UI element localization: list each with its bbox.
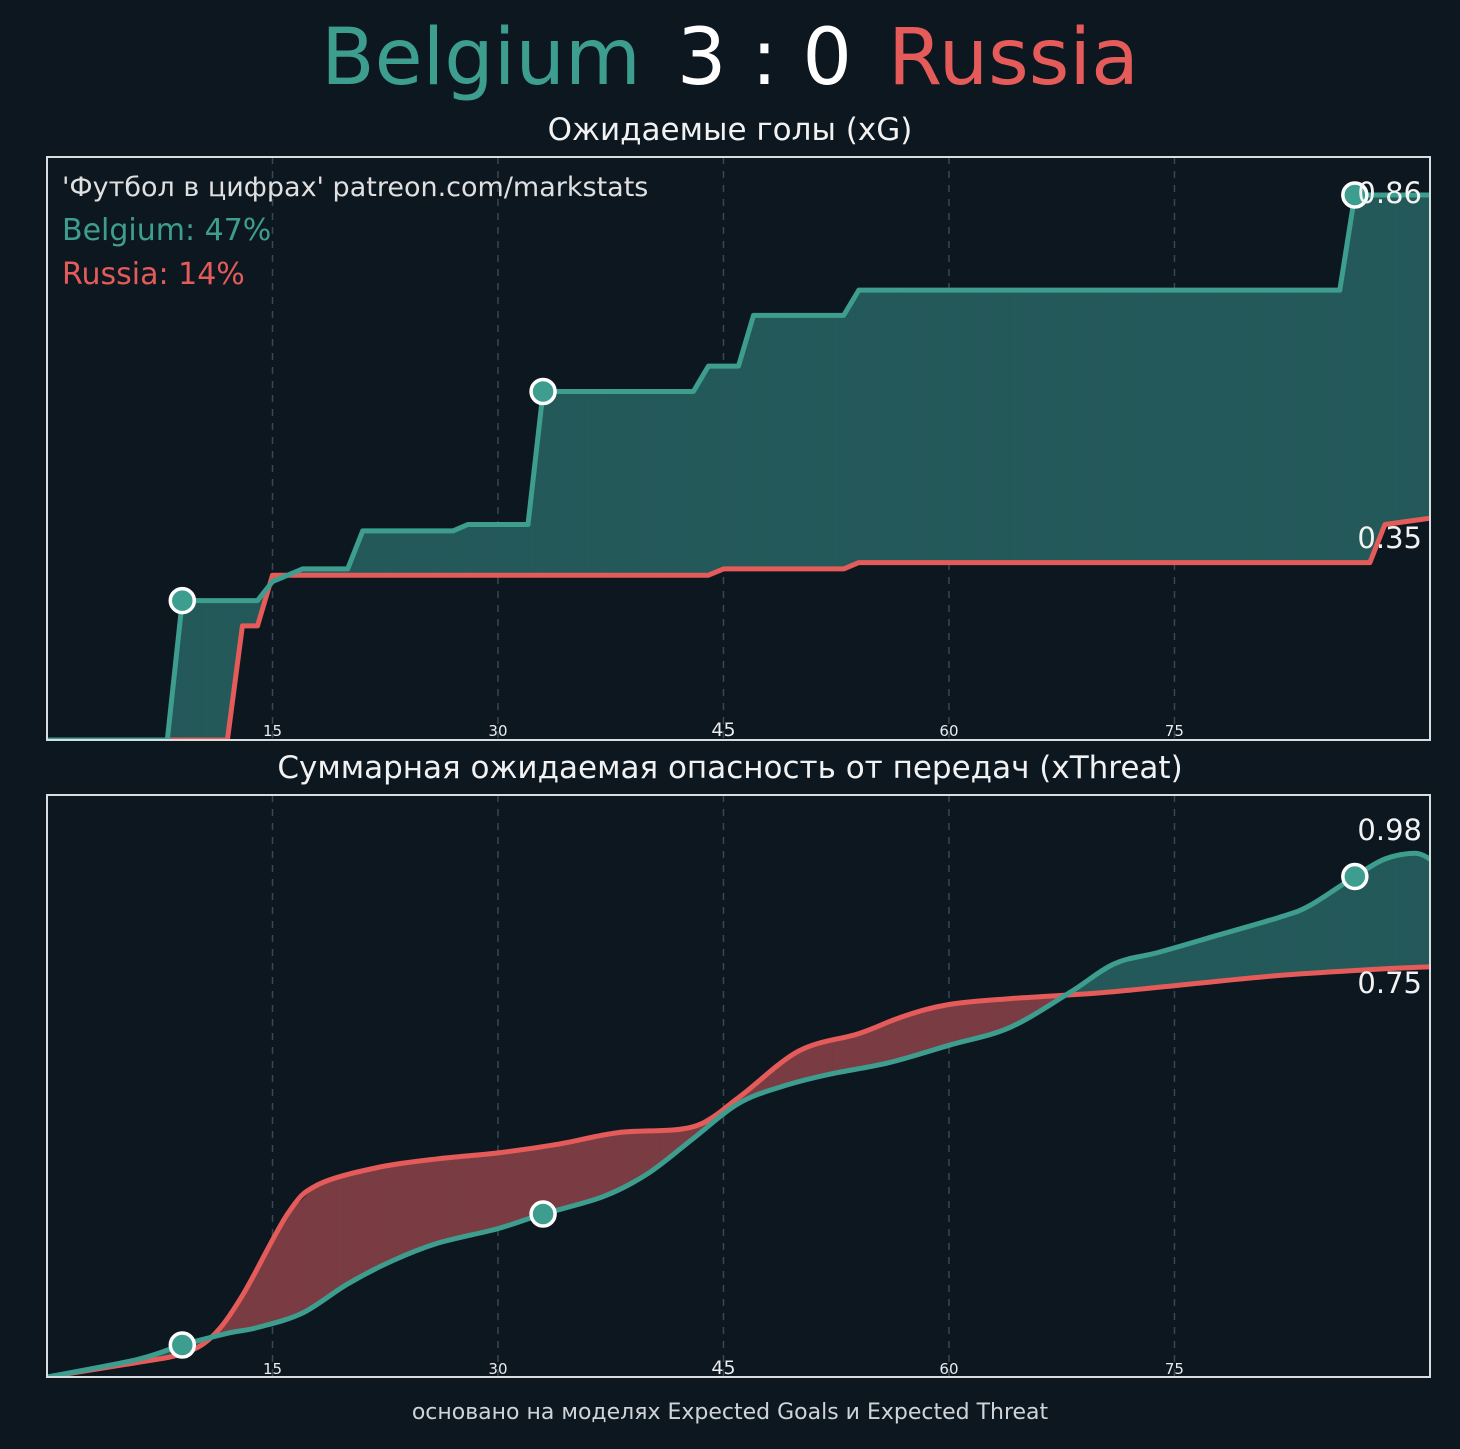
series-line-belgium — [47, 192, 1430, 740]
x-tick-label: 30 — [488, 1360, 507, 1378]
x-tick-label: 60 — [939, 722, 958, 740]
x-tick-label: 60 — [939, 1360, 958, 1378]
goal-marker — [168, 586, 197, 615]
x-tick-label: 75 — [1165, 1360, 1184, 1378]
series-line-russia — [47, 964, 1430, 1377]
x-tick-label: 45 — [711, 719, 735, 741]
end-value-label: 0.35 — [1357, 521, 1422, 555]
x-tick-label: 30 — [488, 722, 507, 740]
series-line-russia — [47, 515, 1430, 740]
end-value-label: 0.98 — [1357, 813, 1422, 847]
x-tick-label: 45 — [711, 1357, 735, 1379]
xthreat-chart-title: Суммарная ожидаемая опасность от передач… — [277, 750, 1183, 786]
chart-annotation: Russia: 14% — [62, 257, 245, 292]
goal-marker — [1341, 862, 1369, 891]
match-header: Belgium 3 : 0 Russia — [0, 8, 1460, 108]
x-tick-label: 75 — [1165, 722, 1184, 740]
series-line-belgium — [47, 850, 1430, 1377]
chart-annotation: Belgium: 47% — [62, 213, 271, 248]
x-tick-label: 15 — [263, 1360, 282, 1378]
goal-marker — [1341, 181, 1369, 209]
match-score: 3 : 0 — [676, 13, 853, 103]
chart-panel-0: 15 30 45 60 75 0.86 0.35 'Футбол в цифрах' patr… — [46, 156, 1431, 741]
goal-marker — [529, 1200, 557, 1228]
goal-marker — [529, 377, 557, 406]
footer-note: основано на моделях Expected Goals и Exp… — [411, 1400, 1049, 1425]
end-value-label: 0.75 — [1357, 966, 1422, 1000]
away-team-name: Russia — [888, 13, 1139, 103]
xg-chart-title: Ожидаемые голы (xG) — [547, 112, 913, 148]
home-team-name: Belgium — [321, 13, 641, 103]
plot-frame — [46, 794, 1431, 1378]
end-value-label: 0.86 — [1357, 176, 1422, 210]
chart-panel-1: 15 30 45 60 75 0.98 0.75 — [46, 794, 1431, 1379]
goal-marker — [168, 1331, 197, 1359]
plot-frame — [46, 156, 1431, 741]
chart-annotation: 'Футбол в цифрах' patreon.com/markstats — [62, 172, 648, 203]
x-tick-label: 15 — [263, 722, 282, 740]
